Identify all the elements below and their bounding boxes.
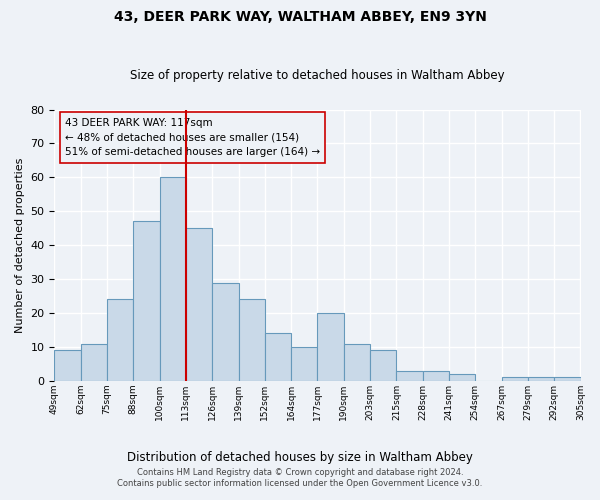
Bar [212, 282, 239, 381]
Bar [397, 370, 422, 381]
Y-axis label: Number of detached properties: Number of detached properties [15, 158, 25, 333]
Bar [239, 300, 265, 381]
Bar [107, 300, 133, 381]
Title: Size of property relative to detached houses in Waltham Abbey: Size of property relative to detached ho… [130, 69, 505, 82]
Bar [528, 378, 554, 381]
Text: Contains HM Land Registry data © Crown copyright and database right 2024.
Contai: Contains HM Land Registry data © Crown c… [118, 468, 482, 487]
Bar [502, 378, 528, 381]
Text: 43, DEER PARK WAY, WALTHAM ABBEY, EN9 3YN: 43, DEER PARK WAY, WALTHAM ABBEY, EN9 3Y… [113, 10, 487, 24]
Bar [449, 374, 475, 381]
Text: Distribution of detached houses by size in Waltham Abbey: Distribution of detached houses by size … [127, 451, 473, 464]
Bar [81, 344, 107, 381]
Bar [265, 334, 291, 381]
Text: 43 DEER PARK WAY: 117sqm
← 48% of detached houses are smaller (154)
51% of semi-: 43 DEER PARK WAY: 117sqm ← 48% of detach… [65, 118, 320, 158]
Bar [554, 378, 581, 381]
Bar [291, 347, 317, 381]
Bar [133, 222, 160, 381]
Bar [344, 344, 370, 381]
Bar [317, 313, 344, 381]
Bar [186, 228, 212, 381]
Bar [55, 350, 81, 381]
Bar [370, 350, 397, 381]
Bar [422, 370, 449, 381]
Bar [160, 178, 186, 381]
